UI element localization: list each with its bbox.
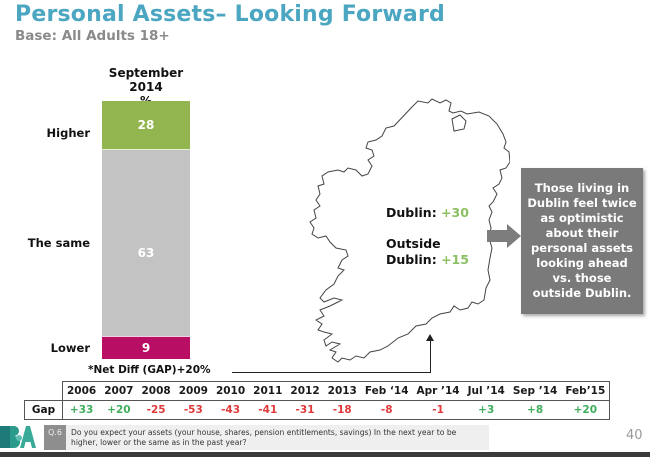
segment-value-same: 63: [137, 246, 155, 260]
bar-segment-lower: 9: [102, 336, 190, 359]
period-header: Feb’15: [561, 381, 611, 401]
segment-value-higher: 28: [137, 118, 155, 132]
arrow-right-icon: [487, 224, 521, 248]
page-number: 40: [626, 428, 643, 443]
connector-arrow-up-icon: [426, 334, 434, 341]
period-header: 2009: [174, 381, 212, 401]
period-header: Feb ‘14: [360, 381, 413, 401]
period-header: 2013: [323, 381, 361, 401]
net-diff-note: *Net Diff (GAP)+20%: [88, 364, 211, 376]
gap-value: -31: [286, 400, 324, 420]
column-header-month: September: [108, 66, 184, 80]
gap-value: -53: [174, 400, 212, 420]
gap-table: 2006 2007 2008 2009 2010 2011 2012 2013 …: [24, 381, 611, 420]
ireland-map-outline: [309, 98, 510, 363]
dublin-label-text: Dublin:: [386, 205, 437, 220]
gap-table-values-row: Gap +33 +20 -25 -53 -43 -41 -31 -18 -8 -…: [24, 400, 611, 420]
period-header: 2006: [62, 381, 101, 401]
period-header: Sep ’14: [508, 381, 562, 401]
outside-label-line1: Outside: [386, 236, 441, 251]
outside-label-line2: Dublin:: [386, 252, 437, 267]
gap-value: +33: [62, 400, 101, 420]
connector-line-vertical: [430, 340, 431, 373]
gap-value: -8: [360, 400, 413, 420]
row-label-same: The same: [27, 236, 90, 250]
gap-value: +20: [100, 400, 138, 420]
period-header: Apr ’14: [412, 381, 464, 401]
outside-dublin-label: Outside Dublin: +15: [386, 236, 469, 268]
dublin-value: +30: [441, 205, 469, 220]
gap-value: +3: [463, 400, 509, 420]
row-label-higher: Higher: [46, 126, 90, 140]
gap-row-label: Gap: [24, 400, 63, 420]
gap-value: -43: [211, 400, 250, 420]
question-id-badge: Q.6: [44, 425, 66, 450]
gap-table-header-row: 2006 2007 2008 2009 2010 2011 2012 2013 …: [25, 381, 611, 401]
stacked-bar: 28 63 9: [102, 101, 190, 359]
period-header: 2011: [249, 381, 287, 401]
period-header: 2012: [286, 381, 324, 401]
segment-value-lower: 9: [141, 341, 151, 355]
gap-value: +8: [508, 400, 562, 420]
gap-table-corner: [25, 382, 63, 401]
connector-line-horizontal: [232, 372, 431, 373]
gap-value: -1: [412, 400, 464, 420]
bar-segment-higher: 28: [102, 101, 190, 149]
bar-segment-same: 63: [102, 149, 190, 336]
dublin-label: Dublin: +30: [386, 205, 469, 221]
period-header: 2007: [100, 381, 138, 401]
ba-logo-icon: [0, 426, 36, 448]
question-text: Do you expect your assets (your house, s…: [66, 425, 489, 450]
period-header: Jul ’14: [463, 381, 509, 401]
gap-value: -41: [249, 400, 287, 420]
outside-dublin-value: +15: [441, 252, 469, 267]
gap-value: +20: [561, 400, 611, 420]
gap-value: -18: [323, 400, 361, 420]
page-subtitle: Base: All Adults 18+: [15, 28, 170, 44]
insight-callout-box: Those living in Dublin feel twice as opt…: [521, 168, 643, 314]
callout-text: Those living in Dublin feel twice as opt…: [527, 181, 637, 300]
gap-value: -25: [137, 400, 175, 420]
row-label-lower: Lower: [50, 341, 90, 355]
period-header: 2008: [137, 381, 175, 401]
footer-bar: [0, 452, 650, 457]
period-header: 2010: [211, 381, 250, 401]
column-header-year: 2014: [129, 80, 163, 94]
page-title: Personal Assets– Looking Forward: [15, 2, 445, 27]
